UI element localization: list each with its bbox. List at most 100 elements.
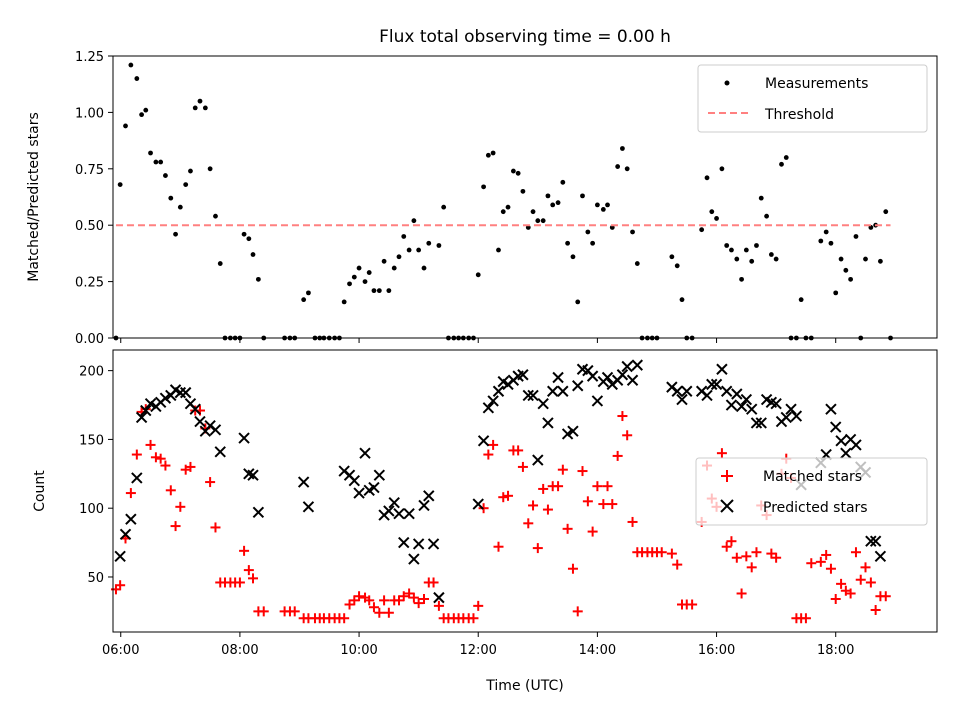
matched-stars-point (523, 518, 534, 529)
measurements-point (868, 225, 874, 230)
matched-stars-point (865, 577, 876, 588)
matched-stars-point (473, 600, 484, 611)
measurements-point (853, 234, 859, 239)
measurements-point (565, 240, 571, 246)
matched-stars-point (483, 449, 494, 460)
matched-stars-point (855, 574, 866, 585)
matched-stars-point (205, 477, 216, 488)
predicted-stars-point (214, 446, 226, 458)
measurements-point (148, 150, 153, 156)
matched-stars-point (860, 562, 871, 573)
predicted-stars-point (492, 385, 505, 397)
measurements-point (490, 150, 496, 156)
matched-stars-point (354, 591, 365, 602)
bottom-x-tick-label: 18:00 (817, 643, 854, 658)
measurements-point (734, 256, 740, 262)
measurements-point (838, 256, 844, 262)
matched-stars-point (836, 578, 847, 589)
matched-stars-point (239, 545, 250, 556)
predicted-stars-point (546, 385, 559, 397)
matched-stars-point (155, 453, 166, 464)
matched-stars-point (383, 607, 394, 618)
matched-stars-point (582, 496, 593, 507)
measurements-point (123, 123, 128, 129)
matched-stars-point (557, 464, 568, 475)
bottom-x-tick-label: 12:00 (459, 643, 496, 658)
measurements-point (749, 258, 755, 264)
measurements-point (366, 270, 372, 275)
predicted-stars-point (427, 538, 440, 550)
matched-stars-point (716, 448, 727, 459)
matched-stars-point (587, 526, 598, 537)
measurements-point (823, 229, 829, 235)
measurements-point (520, 188, 526, 194)
measurements-point (153, 159, 159, 165)
predicted-stars-point (755, 417, 767, 429)
predicted-stars-point (869, 535, 882, 547)
predicted-stars-point (482, 402, 495, 414)
matched-stars-point (145, 439, 156, 450)
predicted-stars-point (865, 535, 877, 547)
matched-stars-point (751, 547, 762, 558)
measurements-point (530, 209, 536, 215)
measurements-point (306, 290, 311, 296)
matched-stars-point (498, 492, 509, 503)
matched-stars-point (592, 481, 603, 492)
matched-stars-point (419, 593, 430, 604)
measurements-point (594, 202, 600, 208)
measurements-point (585, 229, 591, 235)
predicted-stars-point (785, 403, 797, 415)
predicted-stars-point (840, 447, 852, 459)
measurements-point (139, 112, 144, 118)
measurements-point (783, 155, 789, 160)
measurements-point (117, 182, 123, 187)
measurements-point (441, 204, 447, 210)
predicted-stars-point (586, 370, 599, 382)
matched-stars-point (672, 559, 683, 570)
matched-stars-point (339, 613, 350, 624)
legend-measurements-label: Measurements (765, 76, 868, 92)
measurements-point (540, 218, 546, 224)
measurements-point (246, 236, 252, 242)
predicted-stars-point (830, 421, 842, 433)
predicted-stars-point (561, 428, 574, 440)
measurements-point (197, 98, 203, 104)
matched-stars-point (572, 606, 583, 617)
matched-stars-point (731, 552, 742, 563)
predicted-stars-point (398, 536, 410, 549)
measurements-point (714, 216, 719, 221)
measurements-point (143, 107, 149, 113)
legend-predicted-label: Predicted stars (763, 500, 868, 516)
predicted-stars-point (194, 415, 206, 428)
measurements-point (356, 265, 362, 271)
measurements-point (525, 225, 531, 230)
measurements-point (555, 200, 561, 206)
measurements-point (255, 276, 261, 282)
top-y-tick-label: 1.25 (75, 50, 104, 65)
matched-stars-point (577, 466, 588, 477)
measurements-point (843, 267, 849, 273)
predicted-stars-point (621, 360, 633, 373)
measurements-point (381, 258, 387, 264)
matched-stars-point (567, 563, 578, 574)
matched-stars-point (687, 599, 698, 610)
predicted-stars-point (125, 513, 137, 525)
bottom-legend: Matched stars Predicted stars (695, 457, 928, 526)
predicted-stars-point (557, 385, 569, 397)
predicted-stars-point (874, 550, 887, 563)
matched-stars-point (185, 461, 196, 472)
measurements-point (779, 161, 784, 167)
predicted-stars-point (825, 403, 837, 415)
predicted-stars-point (601, 371, 614, 384)
matched-stars-point (845, 588, 856, 599)
predicted-stars-point (383, 505, 395, 517)
predicted-stars-point (472, 498, 484, 510)
matched-stars-point (741, 551, 752, 562)
measurements-point (863, 256, 868, 262)
predicted-stars-point (302, 501, 315, 513)
measurements-point (818, 238, 824, 244)
matched-stars-point (771, 552, 782, 563)
predicted-stars-point (359, 447, 371, 459)
matched-stars-point (374, 607, 385, 618)
